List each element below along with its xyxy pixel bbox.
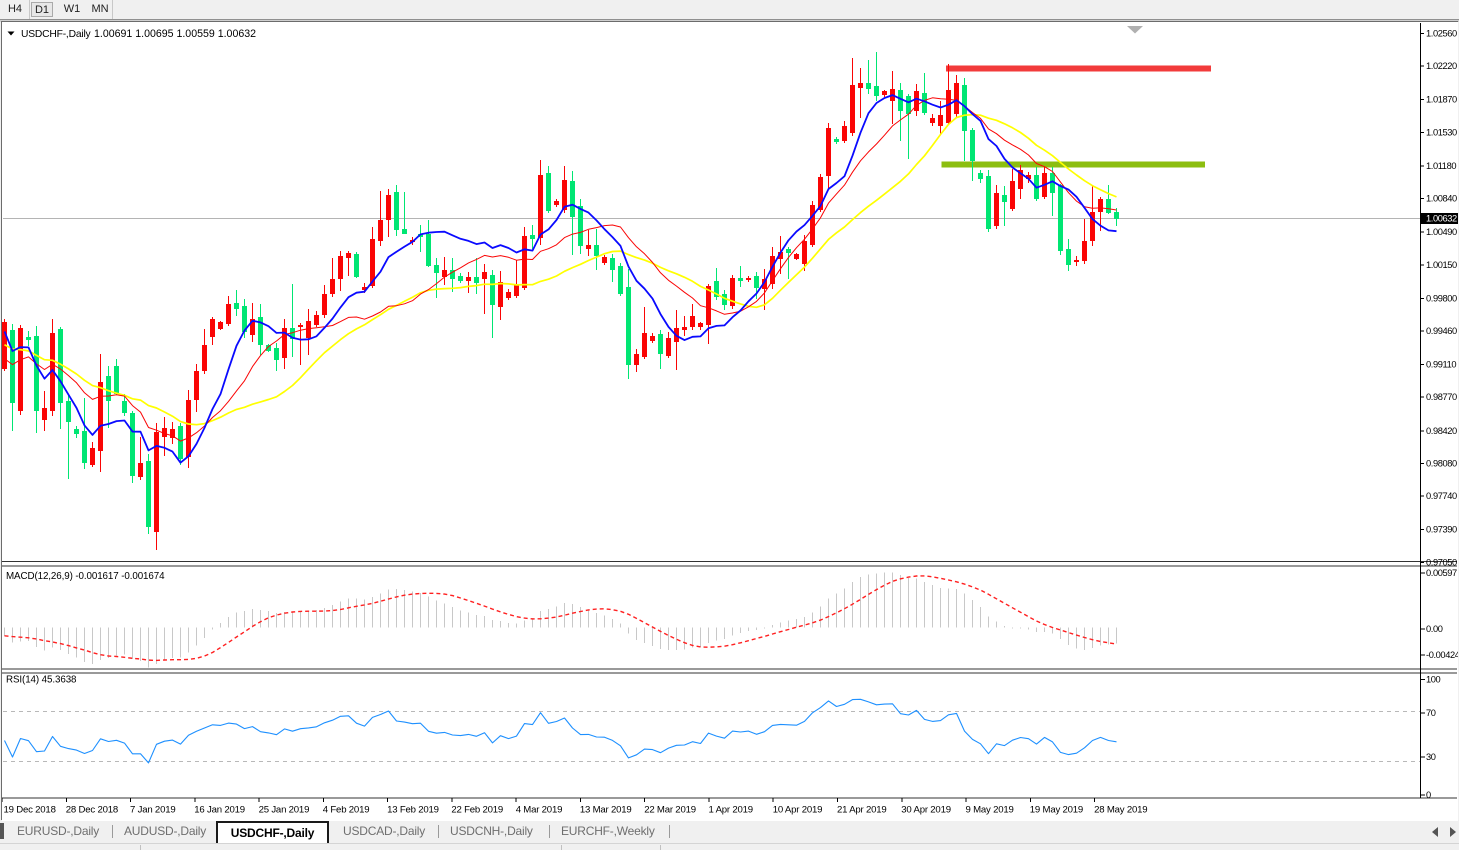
svg-text:1.02560: 1.02560 (1426, 29, 1457, 39)
svg-text:0.97390: 0.97390 (1426, 525, 1457, 535)
svg-text:19 May 2019: 19 May 2019 (1030, 805, 1083, 816)
svg-text:0.99110: 0.99110 (1426, 360, 1456, 370)
svg-text:0.99460: 0.99460 (1426, 326, 1457, 336)
svg-text:22 Feb 2019: 22 Feb 2019 (451, 805, 503, 816)
svg-text:-0.00424: -0.00424 (1426, 650, 1458, 660)
svg-text:100: 100 (1426, 674, 1441, 684)
svg-text:0.97050: 0.97050 (1426, 557, 1457, 567)
svg-text:30 Apr 2019: 30 Apr 2019 (901, 805, 951, 816)
svg-text:1.00150: 1.00150 (1426, 260, 1457, 270)
svg-text:70: 70 (1426, 708, 1436, 718)
svg-text:1.01870: 1.01870 (1426, 95, 1457, 105)
svg-text:0.98080: 0.98080 (1426, 458, 1457, 468)
svg-text:1.01180: 1.01180 (1426, 161, 1456, 171)
svg-text:USDCHF-,Daily: USDCHF-,Daily (21, 29, 92, 40)
svg-text:19 Dec 2018: 19 Dec 2018 (4, 805, 56, 816)
svg-text:1.00840: 1.00840 (1426, 194, 1457, 204)
svg-text:1.02220: 1.02220 (1426, 61, 1457, 71)
svg-text:0.00597: 0.00597 (1426, 568, 1457, 578)
svg-text:1.01530: 1.01530 (1426, 127, 1457, 137)
svg-text:4 Feb 2019: 4 Feb 2019 (323, 805, 370, 816)
svg-text:0.99800: 0.99800 (1426, 293, 1457, 303)
svg-text:10 Apr 2019: 10 Apr 2019 (773, 805, 823, 816)
svg-text:22 Mar 2019: 22 Mar 2019 (644, 805, 696, 816)
svg-text:13 Mar 2019: 13 Mar 2019 (580, 805, 632, 816)
svg-text:28 Dec 2018: 28 Dec 2018 (66, 805, 118, 816)
svg-text:1.00691 1.00695 1.00559 1.0063: 1.00691 1.00695 1.00559 1.00632 (94, 28, 256, 40)
svg-text:7 Jan 2019: 7 Jan 2019 (130, 805, 175, 816)
svg-text:0.97740: 0.97740 (1426, 491, 1457, 501)
svg-text:1.00490: 1.00490 (1426, 227, 1457, 237)
svg-text:16 Jan 2019: 16 Jan 2019 (194, 805, 245, 816)
svg-text:0.98770: 0.98770 (1426, 392, 1457, 402)
svg-text:21 Apr 2019: 21 Apr 2019 (837, 805, 887, 816)
svg-text:1.00632: 1.00632 (1426, 214, 1457, 224)
svg-text:4 Mar 2019: 4 Mar 2019 (516, 805, 563, 816)
svg-text:9 May 2019: 9 May 2019 (966, 805, 1014, 816)
svg-text:13 Feb 2019: 13 Feb 2019 (387, 805, 439, 816)
svg-text:0.98420: 0.98420 (1426, 426, 1457, 436)
svg-text:0: 0 (1426, 790, 1431, 800)
svg-text:1 Apr 2019: 1 Apr 2019 (709, 805, 753, 816)
svg-text:28 May 2019: 28 May 2019 (1094, 805, 1147, 816)
svg-text:30: 30 (1426, 752, 1436, 762)
svg-text:RSI(14) 45.3638: RSI(14) 45.3638 (6, 675, 77, 686)
svg-text:0.00: 0.00 (1426, 624, 1443, 634)
svg-text:25 Jan 2019: 25 Jan 2019 (259, 805, 310, 816)
svg-text:MACD(12,26,9) -0.001617 -0.001: MACD(12,26,9) -0.001617 -0.001674 (6, 571, 165, 582)
